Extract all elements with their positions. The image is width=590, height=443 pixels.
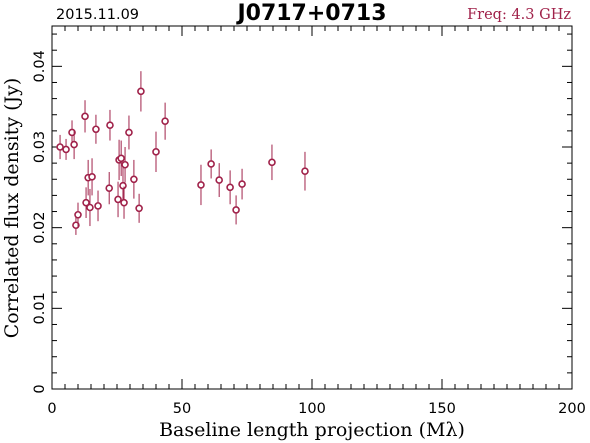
x-axis-label: Baseline length projection (Mλ) [159, 419, 465, 441]
data-point [226, 170, 234, 205]
data-marker [130, 175, 138, 184]
y-tick-label: 0 [32, 384, 48, 393]
data-marker [72, 221, 80, 230]
data-point [120, 186, 128, 219]
y-axis-label: Correlated flux density (Jy) [1, 78, 23, 339]
data-marker [56, 143, 64, 151]
data-marker [120, 198, 128, 207]
data-point [86, 188, 94, 227]
data-marker [301, 167, 309, 175]
data-point [106, 109, 114, 141]
data-point [92, 114, 100, 144]
data-point [62, 138, 70, 160]
data-point [72, 215, 80, 235]
x-tick-label: 0 [47, 401, 56, 417]
data-point [70, 130, 78, 160]
header-date: 2015.11.09 [56, 7, 139, 23]
data-point [130, 159, 138, 199]
data-point [68, 120, 76, 145]
data-marker [114, 195, 122, 204]
x-tick-label: 200 [558, 401, 586, 417]
data-marker [81, 112, 89, 121]
data-marker [105, 184, 113, 192]
data-marker [119, 181, 127, 190]
x-tick-label: 100 [298, 401, 326, 417]
data-point [301, 151, 309, 191]
data-point [152, 131, 160, 173]
data-marker [70, 140, 78, 149]
data-point [56, 134, 64, 160]
data-point [105, 172, 113, 205]
y-tick-label: 0.04 [32, 50, 48, 82]
data-point [81, 100, 89, 133]
data-point [161, 102, 169, 140]
data-marker [94, 202, 102, 210]
data-point [94, 190, 102, 222]
data-marker [161, 117, 169, 125]
data-marker [92, 125, 100, 134]
header-frequency: Freq: 4.3 GHz [467, 7, 571, 23]
data-marker [88, 173, 96, 181]
data-marker [106, 121, 114, 130]
y-tick-label: 0.01 [32, 292, 48, 324]
data-marker [74, 210, 82, 219]
data-point [119, 166, 127, 206]
data-marker [121, 160, 129, 169]
data-point [232, 195, 240, 225]
data-point [137, 71, 145, 112]
data-marker [117, 154, 125, 163]
data-marker [135, 204, 143, 213]
x-tick-label: 150 [428, 401, 456, 417]
data-point [74, 202, 82, 227]
data-point [197, 164, 205, 206]
data-point [215, 163, 223, 198]
data-marker [232, 206, 240, 214]
data-marker [86, 203, 94, 212]
data-marker [268, 158, 276, 167]
data-marker [238, 180, 246, 188]
data-point [135, 193, 143, 223]
data-point [82, 187, 90, 218]
data-point [117, 140, 125, 177]
data-point [125, 115, 133, 150]
data-marker [82, 198, 90, 207]
data-marker [215, 176, 223, 184]
y-tick-label: 0.02 [32, 212, 48, 244]
data-marker [152, 148, 160, 156]
data-point [88, 158, 96, 196]
x-tick-label: 50 [173, 401, 191, 417]
data-marker [197, 181, 205, 189]
data-marker [226, 183, 234, 192]
data-marker [68, 128, 76, 137]
axis-tick-labels: 0 50 100 150 200 0 0.01 0.02 0.03 0.04 [32, 50, 586, 417]
data-marker [62, 145, 70, 154]
axis-ticks [51, 26, 573, 390]
data-point [238, 168, 246, 200]
data-marker [137, 87, 145, 96]
data-marker [207, 160, 215, 168]
data-point [114, 181, 122, 218]
data-point [207, 149, 215, 179]
y-tick-label: 0.03 [32, 131, 48, 163]
data-point [268, 144, 276, 181]
plot-frame [51, 25, 573, 390]
header-source-name: J0717+0713 [235, 1, 386, 26]
data-marker [125, 128, 133, 137]
data-points [56, 71, 309, 235]
data-point [121, 147, 129, 183]
